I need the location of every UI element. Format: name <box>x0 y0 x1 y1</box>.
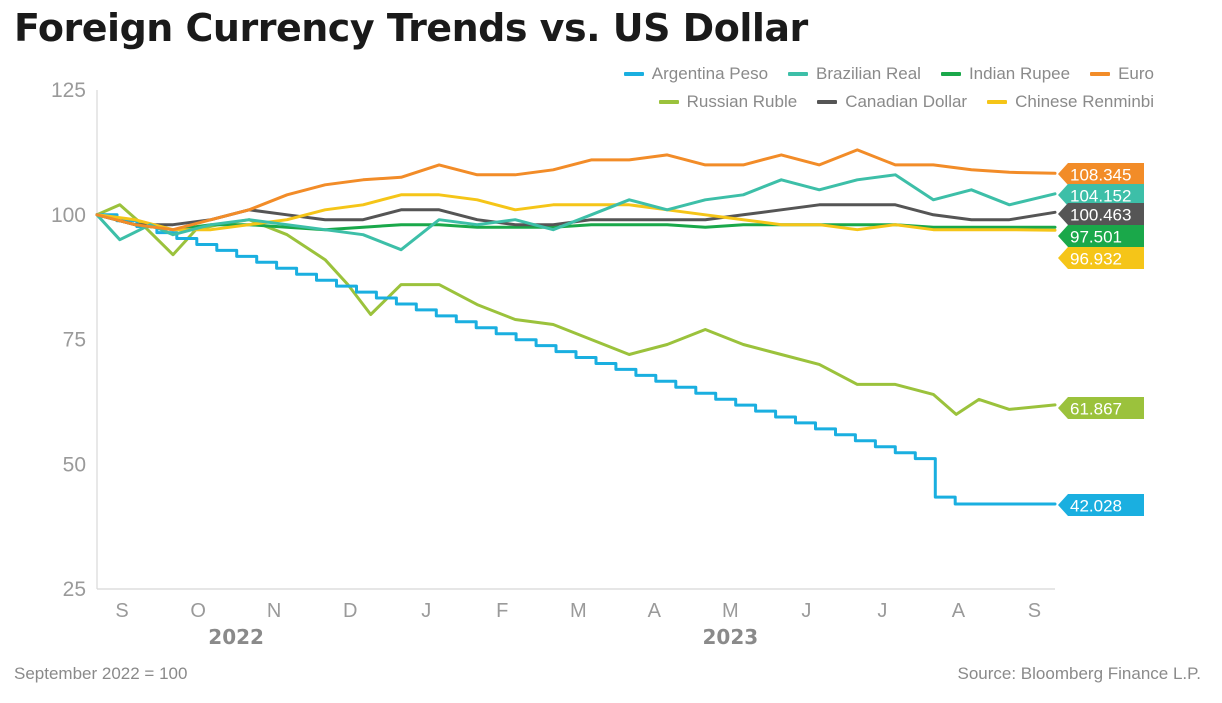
x-tick-label: D <box>343 600 357 622</box>
x-tick-label: M <box>722 600 739 622</box>
end-value-label: 100.463 <box>1070 206 1131 225</box>
series-line-euro <box>95 148 1057 232</box>
year-label: 2022 <box>208 625 264 649</box>
y-tick-label: 100 <box>51 204 86 227</box>
legend-swatch <box>940 72 961 76</box>
legend-item: Argentina Peso <box>623 60 769 88</box>
legend-label: Brazilian Real <box>816 64 921 83</box>
legend-label: Indian Rupee <box>968 64 1071 83</box>
chart-title: Foreign Currency Trends vs. US Dollar <box>14 6 808 50</box>
end-label-tag <box>1058 494 1144 516</box>
end-value-label: 96.932 <box>1070 250 1122 269</box>
x-tick-label: J <box>421 600 431 622</box>
legend-swatch <box>658 100 679 104</box>
y-tick-label: 25 <box>63 578 86 601</box>
end-label-tag <box>1058 247 1144 269</box>
end-label-tag <box>1058 397 1144 419</box>
x-tick-label: S <box>115 600 128 622</box>
series-line-russian-ruble <box>95 203 1057 416</box>
legend-label: Chinese Renminbi <box>1015 92 1154 111</box>
legend-swatch <box>817 100 838 104</box>
legend-item: Russian Ruble <box>658 88 798 116</box>
legend-label: Canadian Dollar <box>845 92 968 111</box>
x-tick-label: S <box>1028 600 1041 622</box>
legend-swatch <box>1090 72 1111 76</box>
legend-swatch <box>987 100 1008 104</box>
x-tick-label: M <box>570 600 587 622</box>
x-tick-label: J <box>877 600 887 622</box>
series-line-argentina-peso <box>95 213 1057 506</box>
legend-item: Canadian Dollar <box>817 88 967 116</box>
series-line-chinese-renminbi <box>95 193 1057 232</box>
x-tick-label: N <box>267 600 281 622</box>
end-value-label: 97.501 <box>1070 228 1122 247</box>
x-tick-label: A <box>952 600 966 622</box>
legend-item: Indian Rupee <box>940 60 1071 88</box>
end-label-tag <box>1058 203 1144 225</box>
end-value-label: 108.345 <box>1070 166 1131 185</box>
x-tick-label: F <box>496 600 508 622</box>
end-label-tag <box>1058 225 1144 247</box>
legend-item: Euro <box>1090 60 1154 88</box>
end-value-label: 61.867 <box>1070 400 1122 419</box>
footnote: September 2022 = 100 <box>14 664 188 683</box>
end-value-label: 104.152 <box>1070 187 1131 206</box>
legend-label: Argentina Peso <box>651 64 769 83</box>
series-line-brazilian-real <box>95 173 1057 252</box>
legend-item: Chinese Renminbi <box>987 88 1154 116</box>
end-label-tag <box>1058 184 1144 206</box>
year-label: 2023 <box>703 625 759 649</box>
x-tick-label: J <box>801 600 811 622</box>
y-tick-label: 125 <box>51 79 86 102</box>
legend-swatch <box>623 72 644 76</box>
source-note: Source: Bloomberg Finance L.P. <box>957 664 1202 683</box>
legend-swatch <box>788 72 809 76</box>
legend-label: Russian Ruble <box>686 92 798 111</box>
legend: Argentina Peso Brazilian Real Indian Rupee… <box>534 60 1154 116</box>
end-value-label: 42.028 <box>1070 497 1122 516</box>
end-label-tag <box>1058 163 1144 185</box>
x-tick-label: O <box>190 600 206 622</box>
x-tick-label: A <box>648 600 662 622</box>
legend-item: Brazilian Real <box>788 60 921 88</box>
legend-label: Euro <box>1118 64 1154 83</box>
y-tick-label: 50 <box>63 453 86 476</box>
y-tick-label: 75 <box>63 329 86 352</box>
